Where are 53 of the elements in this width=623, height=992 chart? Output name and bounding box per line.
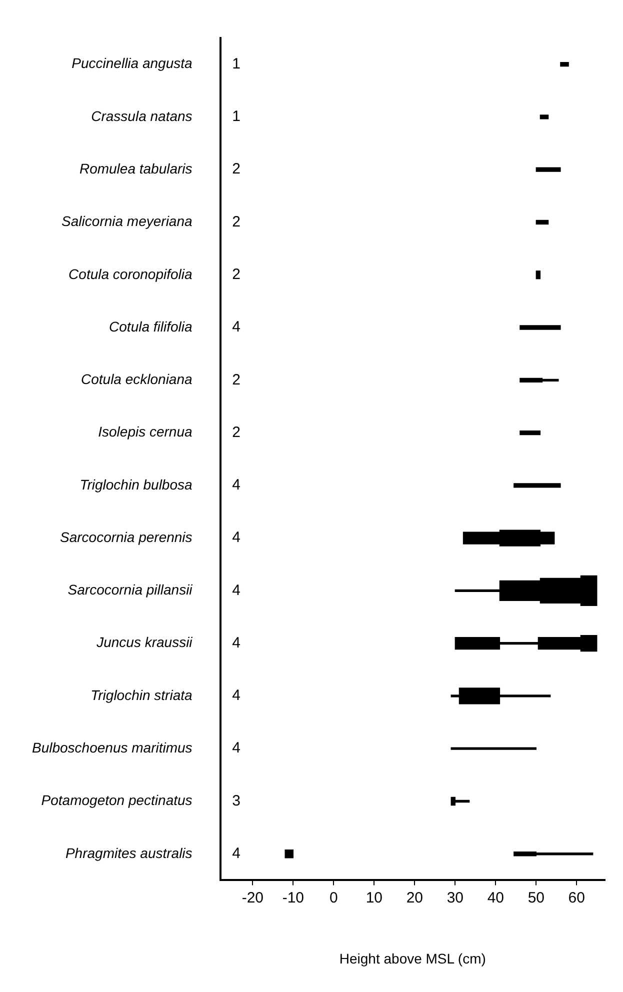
annotation: 4 — [232, 845, 240, 862]
annotation: 1 — [232, 108, 240, 126]
y-tick-label: Isolepis cernua — [98, 424, 193, 440]
y-tick-label: Romulea tabularis — [79, 160, 192, 176]
y-tick-label: Phragmites australis — [65, 844, 192, 861]
annotation: 4 — [232, 529, 240, 546]
bar — [284, 850, 294, 858]
x-tick-label: 10 — [366, 889, 383, 906]
annotation: 4 — [232, 582, 240, 599]
bar — [520, 325, 561, 330]
x-tick-label: 50 — [528, 889, 544, 906]
y-tick-label: Salicornia meyeriana — [62, 213, 193, 230]
x-tick-label: 60 — [568, 889, 585, 906]
annotation: 2 — [232, 371, 240, 388]
x-tick-label: -10 — [282, 889, 304, 906]
annotation: 4 — [232, 740, 240, 757]
bar — [540, 114, 549, 120]
x-axis-title: Height above MSL (cm) — [339, 950, 486, 966]
x-tick-label: 40 — [487, 889, 504, 906]
annotation: 2 — [232, 213, 240, 230]
annotation: 4 — [232, 687, 240, 704]
y-tick-label: Triglochin striata — [90, 686, 192, 703]
bar — [450, 747, 536, 750]
annotation: 2 — [232, 160, 240, 178]
annotation: 3 — [232, 792, 240, 810]
bar — [454, 800, 470, 803]
y-tick-label: Juncus kraussii — [96, 634, 194, 650]
bar — [560, 62, 569, 67]
bar — [536, 220, 549, 225]
y-tick-label: Cotula coronopifolia — [68, 266, 193, 282]
y-tick-label: Puccinellia angusta — [72, 55, 193, 72]
y-tick-label: Sarcocornia pillansii — [68, 582, 194, 598]
x-tick-label: 20 — [406, 889, 424, 906]
y-tick-label: Potamogeton pectinatus — [41, 792, 192, 808]
annotation: 4 — [232, 318, 240, 336]
annotation: 4 — [232, 634, 240, 652]
bar — [514, 483, 561, 488]
y-tick-label: Crassula natans — [91, 108, 192, 124]
annotation: 1 — [232, 55, 240, 72]
y-tick-label: Cotula eckloniana — [81, 371, 193, 388]
annotation: 2 — [232, 424, 240, 441]
x-tick-label: 0 — [330, 889, 338, 906]
bar — [536, 270, 541, 280]
bar — [536, 167, 561, 172]
y-tick-label: Triglochin bulbosa — [80, 476, 192, 492]
x-tick-label: 30 — [446, 889, 464, 906]
y-tick-label: Sarcocornia perennis — [60, 528, 192, 545]
bar — [520, 430, 541, 436]
x-tick-label: -20 — [242, 889, 264, 906]
y-tick-label: Cotula filifolia — [109, 318, 193, 334]
annotation: 4 — [232, 476, 240, 494]
annotation: 2 — [232, 266, 240, 284]
y-tick-label: Bulboschoenus maritimus — [32, 739, 192, 756]
